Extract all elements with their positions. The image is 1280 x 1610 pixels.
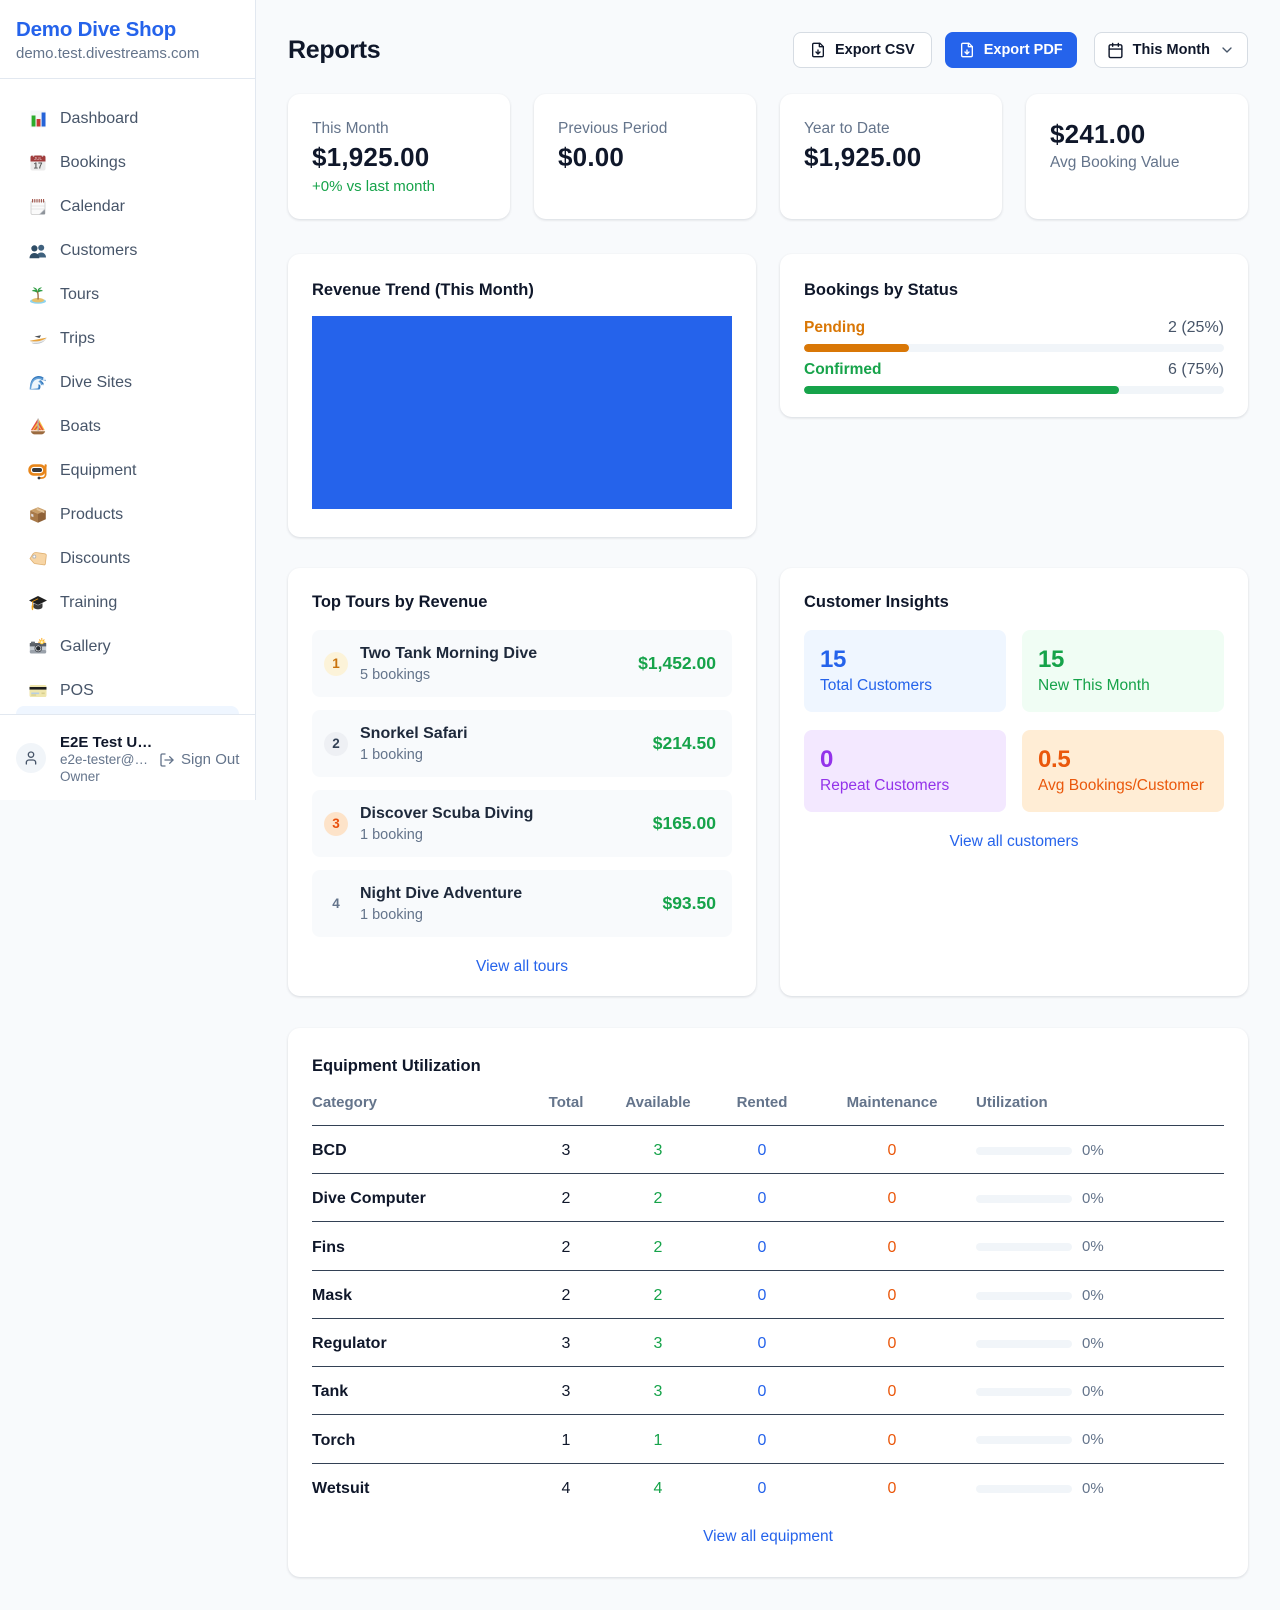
svg-text:17: 17	[34, 162, 43, 171]
svg-text:JUL: JUL	[34, 156, 42, 161]
